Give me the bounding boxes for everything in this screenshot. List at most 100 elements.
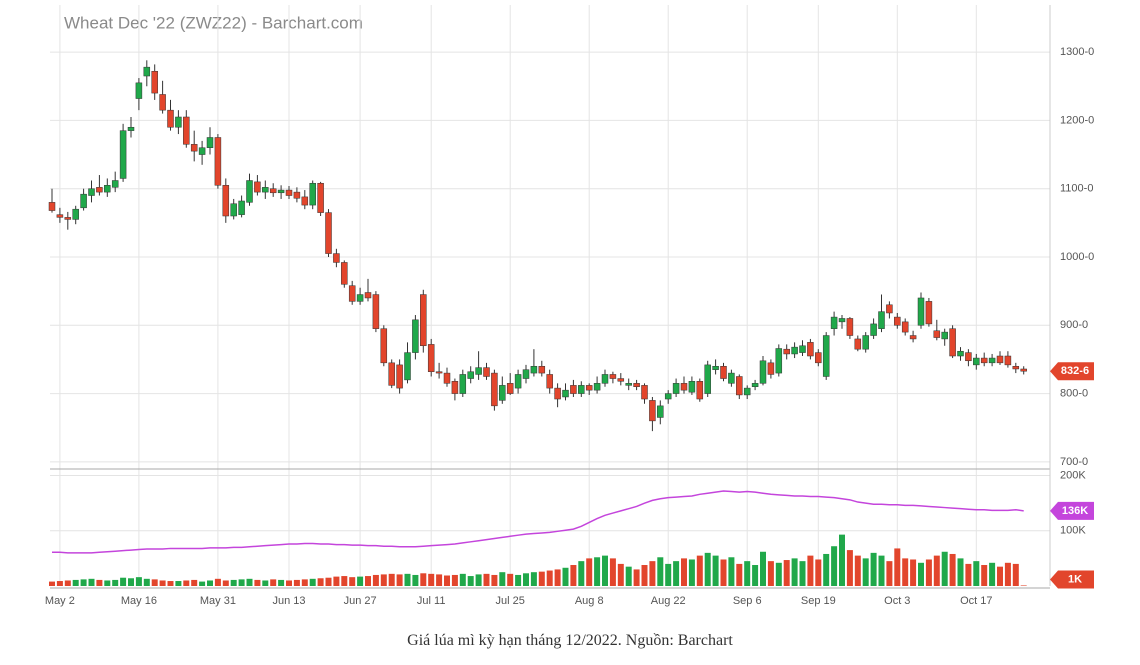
volume-bar — [191, 579, 198, 586]
candle-body — [546, 374, 553, 389]
volume-bar — [957, 558, 964, 586]
candle-body — [348, 285, 356, 302]
candle-body — [325, 212, 332, 254]
candle-body — [190, 144, 198, 152]
x-tick-label: Oct 17 — [960, 595, 992, 607]
chart: Wheat Dec '22 (ZWZ22) - Barchart.com 700… — [45, 5, 1094, 607]
candle-body — [262, 187, 269, 193]
volume-bar — [609, 558, 616, 586]
candle-body — [751, 383, 759, 387]
x-tick-label: Aug 22 — [651, 595, 686, 607]
volume-bar — [246, 578, 253, 586]
candle-body — [309, 182, 316, 206]
volume-bar — [262, 580, 269, 586]
volume-bar — [222, 580, 229, 586]
candle-body — [585, 385, 593, 391]
candle-body — [111, 180, 119, 188]
x-tick-label: Aug 8 — [575, 595, 604, 607]
volume-bar — [870, 552, 877, 586]
candle-body — [285, 189, 293, 196]
candle-body — [269, 188, 277, 194]
candle-body — [925, 301, 933, 325]
candle-body — [996, 355, 1004, 364]
candle-body — [48, 202, 56, 211]
volume-bar — [625, 566, 632, 586]
volume-bar — [910, 559, 917, 586]
candle-body — [657, 405, 664, 418]
volume-bar — [918, 562, 924, 586]
volume-bar — [72, 579, 79, 586]
volume-bar — [862, 558, 869, 586]
volume-bar — [728, 557, 735, 586]
candle-body — [578, 385, 585, 394]
volume-bar — [562, 567, 569, 586]
open-interest-tag: 136K — [1062, 505, 1088, 517]
volume-bar — [483, 573, 490, 586]
volume-bar — [989, 562, 996, 586]
candle-body — [965, 352, 972, 362]
candle-body — [807, 342, 814, 357]
volume-bar — [451, 574, 458, 586]
candle-body — [1012, 365, 1020, 370]
candle-body — [80, 193, 87, 209]
candle-body — [901, 321, 909, 333]
volume-bar — [64, 580, 71, 586]
volume-bar — [325, 577, 332, 586]
candle-body — [980, 357, 988, 364]
volume-bar — [128, 578, 134, 586]
candle-body — [499, 385, 506, 401]
volume-bar — [767, 561, 774, 586]
y-tick-label: 900-0 — [1060, 319, 1088, 331]
volume-bar — [665, 563, 672, 586]
volume-bar — [570, 565, 577, 586]
candle-body — [886, 304, 893, 314]
volume-bar — [151, 579, 158, 586]
volume-bar — [459, 573, 466, 586]
volume-bar — [333, 576, 340, 586]
candle-body — [198, 147, 206, 155]
candle-body — [822, 335, 830, 377]
candle-body — [743, 387, 751, 396]
candle-body — [783, 348, 790, 355]
x-tick-label: Jul 11 — [417, 595, 446, 607]
volume-bar — [846, 550, 853, 586]
candle-body — [720, 365, 727, 379]
candle-body — [672, 383, 680, 394]
candle-body — [372, 294, 380, 329]
candle-body — [293, 191, 301, 199]
volume-bar — [309, 578, 316, 586]
candle-body — [404, 352, 411, 381]
candle-body — [427, 344, 435, 372]
volume-bar — [949, 553, 956, 586]
volume-bar — [388, 573, 395, 586]
candle-body — [870, 323, 877, 336]
candle-body — [451, 381, 459, 394]
volume-bar — [744, 561, 751, 586]
volume-bar — [88, 578, 95, 586]
candle-body — [712, 365, 719, 370]
candle-body — [522, 369, 530, 379]
candle-body — [562, 389, 569, 398]
x-tick-label: May 31 — [200, 595, 236, 607]
x-tick-label: Jun 13 — [272, 595, 305, 607]
candle-body — [696, 381, 704, 400]
candle-body — [301, 196, 309, 206]
chart-title: Wheat Dec '22 (ZWZ22) - Barchart.com — [64, 13, 363, 32]
volume-bar — [886, 561, 893, 586]
volume-bar — [135, 577, 142, 586]
candle-body — [72, 208, 79, 220]
y-tick-label: 700-0 — [1060, 456, 1088, 468]
volume-bar — [420, 573, 427, 586]
volume-bar — [56, 581, 63, 586]
x-tick-label: Sep 6 — [733, 595, 762, 607]
y-tick-label: 1300-0 — [1060, 46, 1094, 58]
candle-body — [467, 371, 474, 379]
candle-body — [333, 253, 340, 263]
volume-bar — [594, 557, 601, 586]
candle-body — [183, 116, 190, 145]
candle-body — [917, 297, 925, 326]
volume-bar — [854, 555, 861, 586]
candle-body — [957, 350, 964, 357]
candle-body — [933, 330, 941, 338]
candle-body — [570, 385, 577, 394]
